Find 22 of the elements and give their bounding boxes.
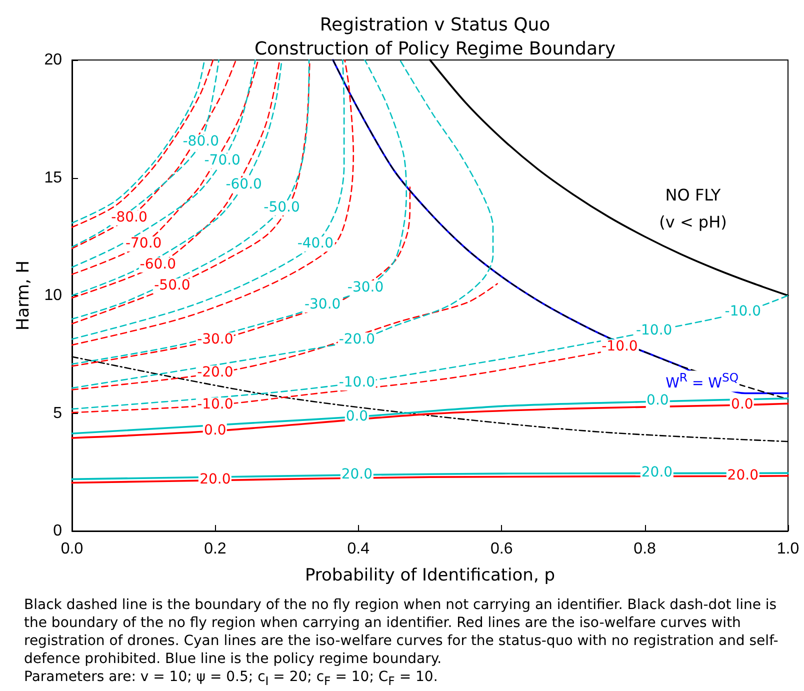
text: Black dashed line is the boundary of the no fly region when not carrying an identifier. Black dash-dot line is the boundary of the no fly region when carrying an identifier. Red lines are the iso-welfare curves with registration of drones. Cyan lines are the iso-welfare curves for the status-quo with no registration and self-defence prohibited. Blue line is the policy regime boundary.: [24, 596, 780, 668]
line-series: [71, 294, 789, 410]
x-tick-label: 0.4: [347, 540, 370, 558]
chart-title: Registration v Status Quo Construction of Policy Regime Boundary: [254, 14, 616, 60]
x-tick-label: 0.6: [490, 540, 513, 558]
annotation: NO FLY: [665, 186, 721, 204]
y-tick-label: 15: [44, 169, 62, 186]
x-tick-label: 0.8: [634, 540, 656, 558]
y-tick-label: 5: [53, 404, 62, 422]
annotation: (v < pH): [659, 212, 727, 232]
line-series: [71, 59, 408, 365]
y-tick-label: 0: [53, 522, 62, 540]
y-tick-label: 10: [44, 287, 62, 304]
x-tick-label: 0.2: [204, 540, 226, 558]
y-tick-label: 20: [44, 52, 62, 68]
annotation: W$^{R}$ = W$^{SQ}$: [664, 371, 740, 392]
x-axis-title: Probability of Identification, p: [304, 566, 556, 586]
x-tick-label: 1.0: [776, 540, 800, 558]
line-series: [71, 59, 494, 389]
text: Parameters are: v = 10; ψ = 0.5; c$_{I}$ = 20; c$_{F}$ = 10; C$_{F}$ = 10.: [24, 668, 439, 690]
x-tick-label: 0.0: [60, 540, 84, 558]
y-axis-title: Harm, H: [14, 260, 34, 331]
